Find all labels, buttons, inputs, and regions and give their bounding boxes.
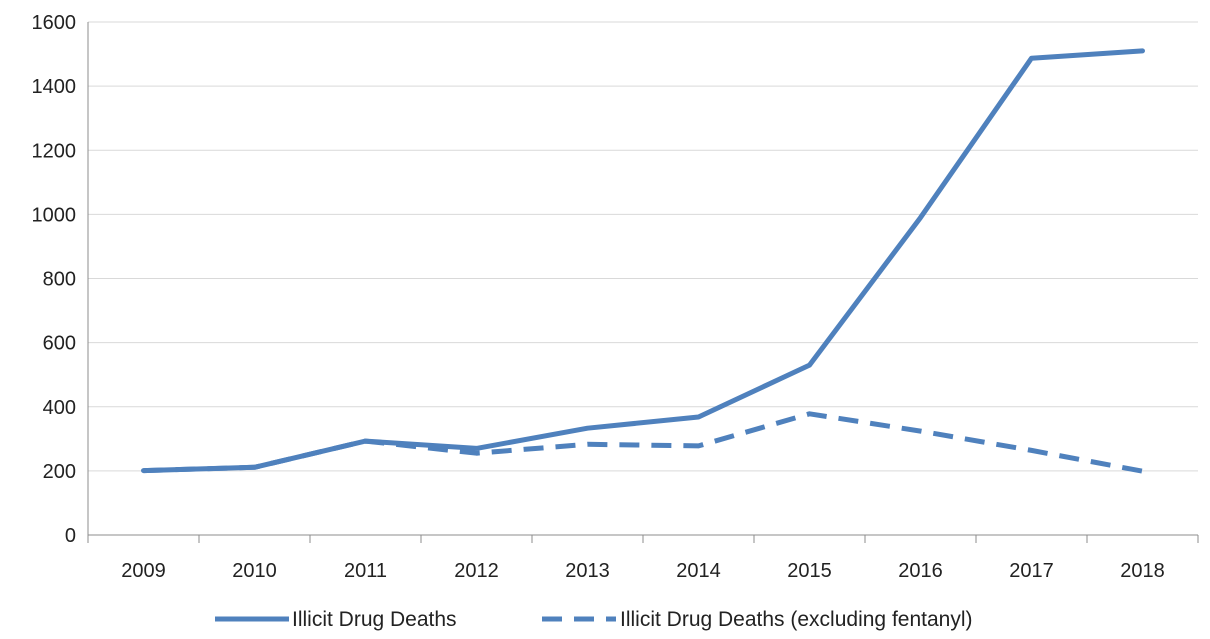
x-tick-label: 2016 xyxy=(898,560,943,582)
y-tick-label: 1000 xyxy=(32,204,77,226)
x-tick-label: 2009 xyxy=(121,560,166,582)
legend-label-1: Illicit Drug Deaths xyxy=(292,608,457,631)
x-tick-label: 2012 xyxy=(454,560,499,582)
gridlines xyxy=(88,21,1198,472)
y-axis: 0 200 400 600 800 1000 1200 1400 1600 xyxy=(32,12,89,547)
y-tick-label: 1600 xyxy=(32,12,77,34)
y-tick-label: 1200 xyxy=(32,140,77,162)
y-tick-label: 200 xyxy=(43,461,76,483)
y-tick-label: 1400 xyxy=(32,76,77,98)
x-tick-label: 2014 xyxy=(676,560,721,582)
legend-label-2: Illicit Drug Deaths (excluding fentanyl) xyxy=(620,608,973,631)
x-axis: 2009 2010 2011 2012 2013 2014 2015 2016 2017 2018 xyxy=(87,534,1199,582)
x-tick-label: 2011 xyxy=(344,560,387,582)
y-tick-label: 400 xyxy=(43,397,76,419)
series-line-1 xyxy=(141,48,1145,474)
x-tick-label: 2013 xyxy=(565,560,610,582)
series-lines xyxy=(141,48,1145,474)
x-tick-label: 2017 xyxy=(1009,560,1054,582)
y-tick-label: 0 xyxy=(65,525,76,547)
y-tick-label: 600 xyxy=(43,333,76,355)
legend: Illicit Drug Deaths Illicit Drug Deaths (… xyxy=(215,608,973,631)
x-tick-label: 2015 xyxy=(787,560,832,582)
x-tick-label: 2010 xyxy=(232,560,277,582)
x-tick-label: 2018 xyxy=(1120,560,1165,582)
y-tick-label: 800 xyxy=(43,269,76,291)
